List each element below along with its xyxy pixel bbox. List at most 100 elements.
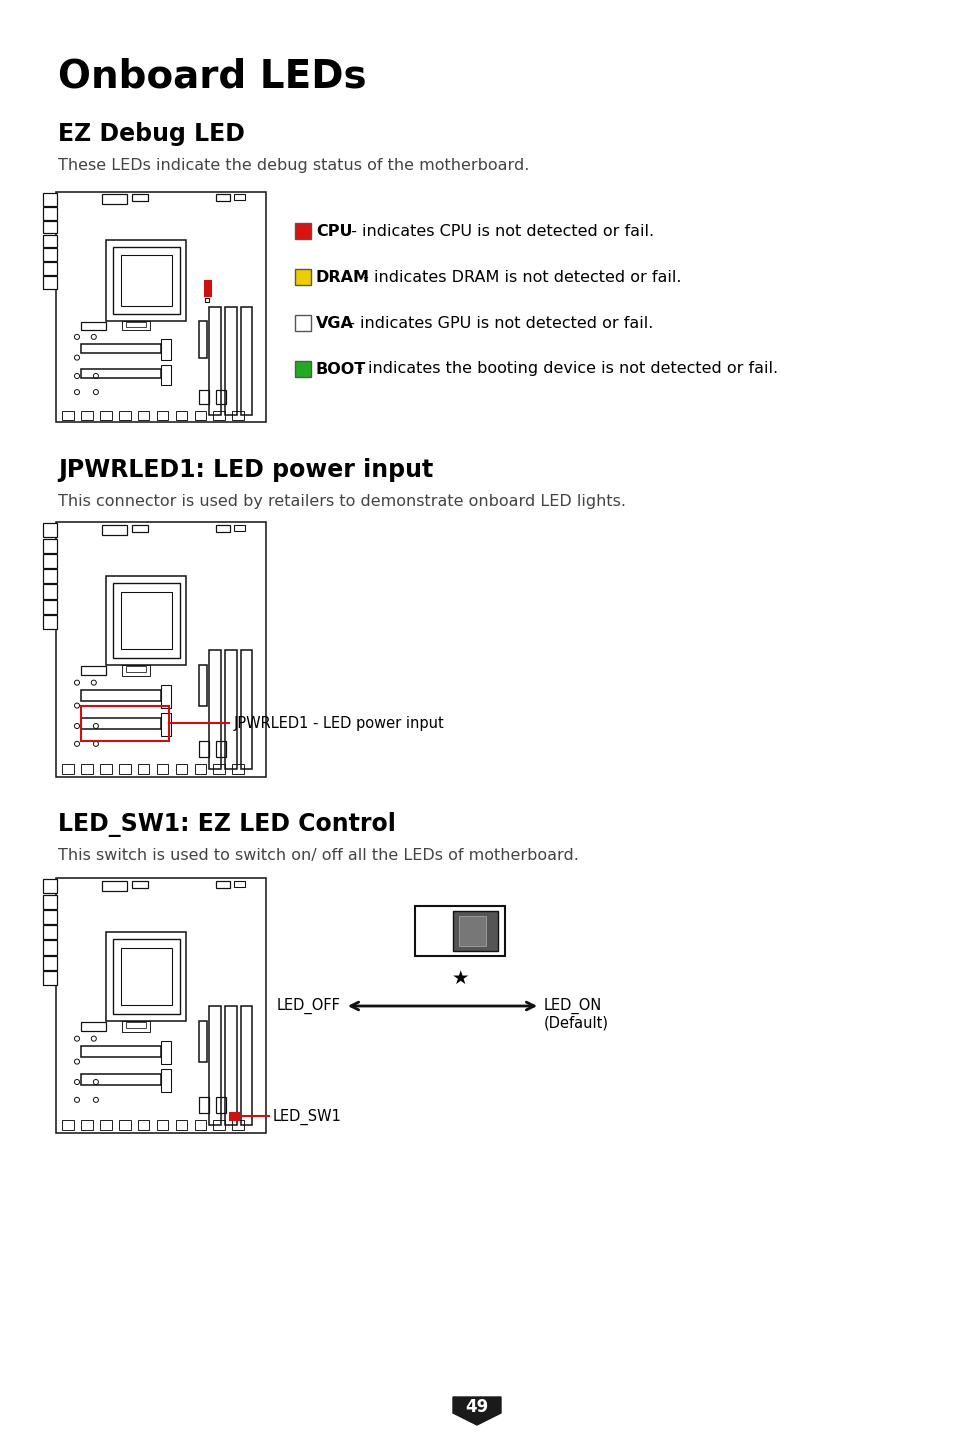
Bar [81, 344, 161, 354]
Bar [102, 524, 128, 534]
Bar [102, 881, 128, 891]
Text: LED_SW1: LED_SW1 [273, 1108, 341, 1124]
Bar [62, 765, 73, 775]
Bar [121, 948, 172, 1005]
Bar [107, 932, 186, 1021]
Bar [161, 684, 172, 709]
Bar [233, 1120, 244, 1130]
Bar [132, 195, 149, 202]
Bar [233, 411, 244, 420]
Bar [294, 223, 311, 239]
Bar [225, 1005, 236, 1126]
Bar [43, 554, 57, 569]
Text: ★: ★ [451, 968, 468, 988]
Bar [198, 390, 209, 404]
Bar [43, 925, 57, 939]
Bar [43, 208, 57, 219]
Bar [43, 941, 57, 955]
Bar [43, 248, 57, 261]
Text: VGA: VGA [315, 315, 354, 331]
Bar [138, 411, 150, 420]
Bar [198, 321, 207, 358]
Bar [234, 881, 245, 886]
Bar [225, 306, 236, 415]
Bar [43, 262, 57, 275]
Bar [209, 650, 220, 769]
Bar [205, 281, 211, 295]
Text: - indicates the booting device is not detected or fail.: - indicates the booting device is not de… [352, 361, 778, 377]
Text: LED_OFF: LED_OFF [276, 998, 340, 1014]
Bar [119, 1120, 131, 1130]
Bar [161, 339, 172, 359]
Text: JPWRLED1: LED power input: JPWRLED1: LED power input [58, 458, 433, 483]
Bar [119, 765, 131, 775]
Bar [56, 878, 266, 1133]
Bar [161, 713, 172, 736]
Bar [198, 742, 209, 756]
Bar [81, 369, 161, 378]
Bar [81, 1022, 107, 1031]
Bar [132, 524, 149, 533]
Bar [81, 719, 161, 729]
Bar [43, 221, 57, 233]
Bar [81, 690, 161, 700]
Bar [81, 666, 107, 674]
Text: DRAM: DRAM [315, 269, 370, 285]
Text: BOOT: BOOT [315, 361, 366, 377]
Bar [161, 1041, 172, 1064]
Bar [215, 195, 230, 202]
Bar [43, 523, 57, 537]
Text: 49: 49 [465, 1398, 488, 1416]
Bar [156, 765, 168, 775]
Bar [156, 1120, 168, 1130]
Bar [209, 306, 220, 415]
Bar [294, 269, 311, 285]
Text: This connector is used by retailers to demonstrate onboard LED lights.: This connector is used by retailers to d… [58, 494, 625, 508]
Bar [119, 411, 131, 420]
Bar [100, 411, 112, 420]
Text: These LEDs indicate the debug status of the motherboard.: These LEDs indicate the debug status of … [58, 158, 529, 173]
Bar [209, 1005, 220, 1126]
Bar [126, 322, 146, 328]
Bar [198, 664, 207, 706]
Bar [175, 765, 187, 775]
Bar [107, 576, 186, 664]
Bar [81, 706, 170, 742]
Bar [213, 1120, 225, 1130]
Bar [234, 524, 245, 531]
Bar [43, 600, 57, 614]
Bar [198, 1097, 209, 1113]
Bar [122, 1021, 151, 1031]
Bar [102, 195, 128, 203]
Bar [215, 742, 226, 756]
Bar [161, 1070, 172, 1093]
Bar [43, 895, 57, 908]
Text: JPWRLED1 - LED power input: JPWRLED1 - LED power input [233, 716, 444, 730]
Bar [194, 1120, 206, 1130]
Bar [126, 1021, 146, 1028]
Bar [230, 1113, 238, 1120]
Text: - indicates CPU is not detected or fail.: - indicates CPU is not detected or fail. [346, 223, 654, 239]
Bar [198, 1021, 207, 1061]
Bar [100, 1120, 112, 1130]
Text: - indicates DRAM is not detected or fail.: - indicates DRAM is not detected or fail… [357, 269, 680, 285]
Bar [62, 1120, 73, 1130]
Bar [175, 1120, 187, 1130]
Bar [240, 1005, 253, 1126]
Bar [138, 765, 150, 775]
Bar [121, 255, 172, 306]
Bar [56, 192, 266, 422]
Polygon shape [453, 1398, 500, 1425]
Bar [81, 1074, 161, 1084]
Bar [225, 650, 236, 769]
Bar [43, 538, 57, 553]
Bar [122, 664, 151, 676]
Bar [294, 315, 311, 331]
Bar [43, 971, 57, 985]
Bar [161, 365, 172, 385]
Bar [215, 390, 226, 404]
Bar [43, 276, 57, 289]
Bar [175, 411, 187, 420]
Bar [194, 765, 206, 775]
Bar [100, 765, 112, 775]
